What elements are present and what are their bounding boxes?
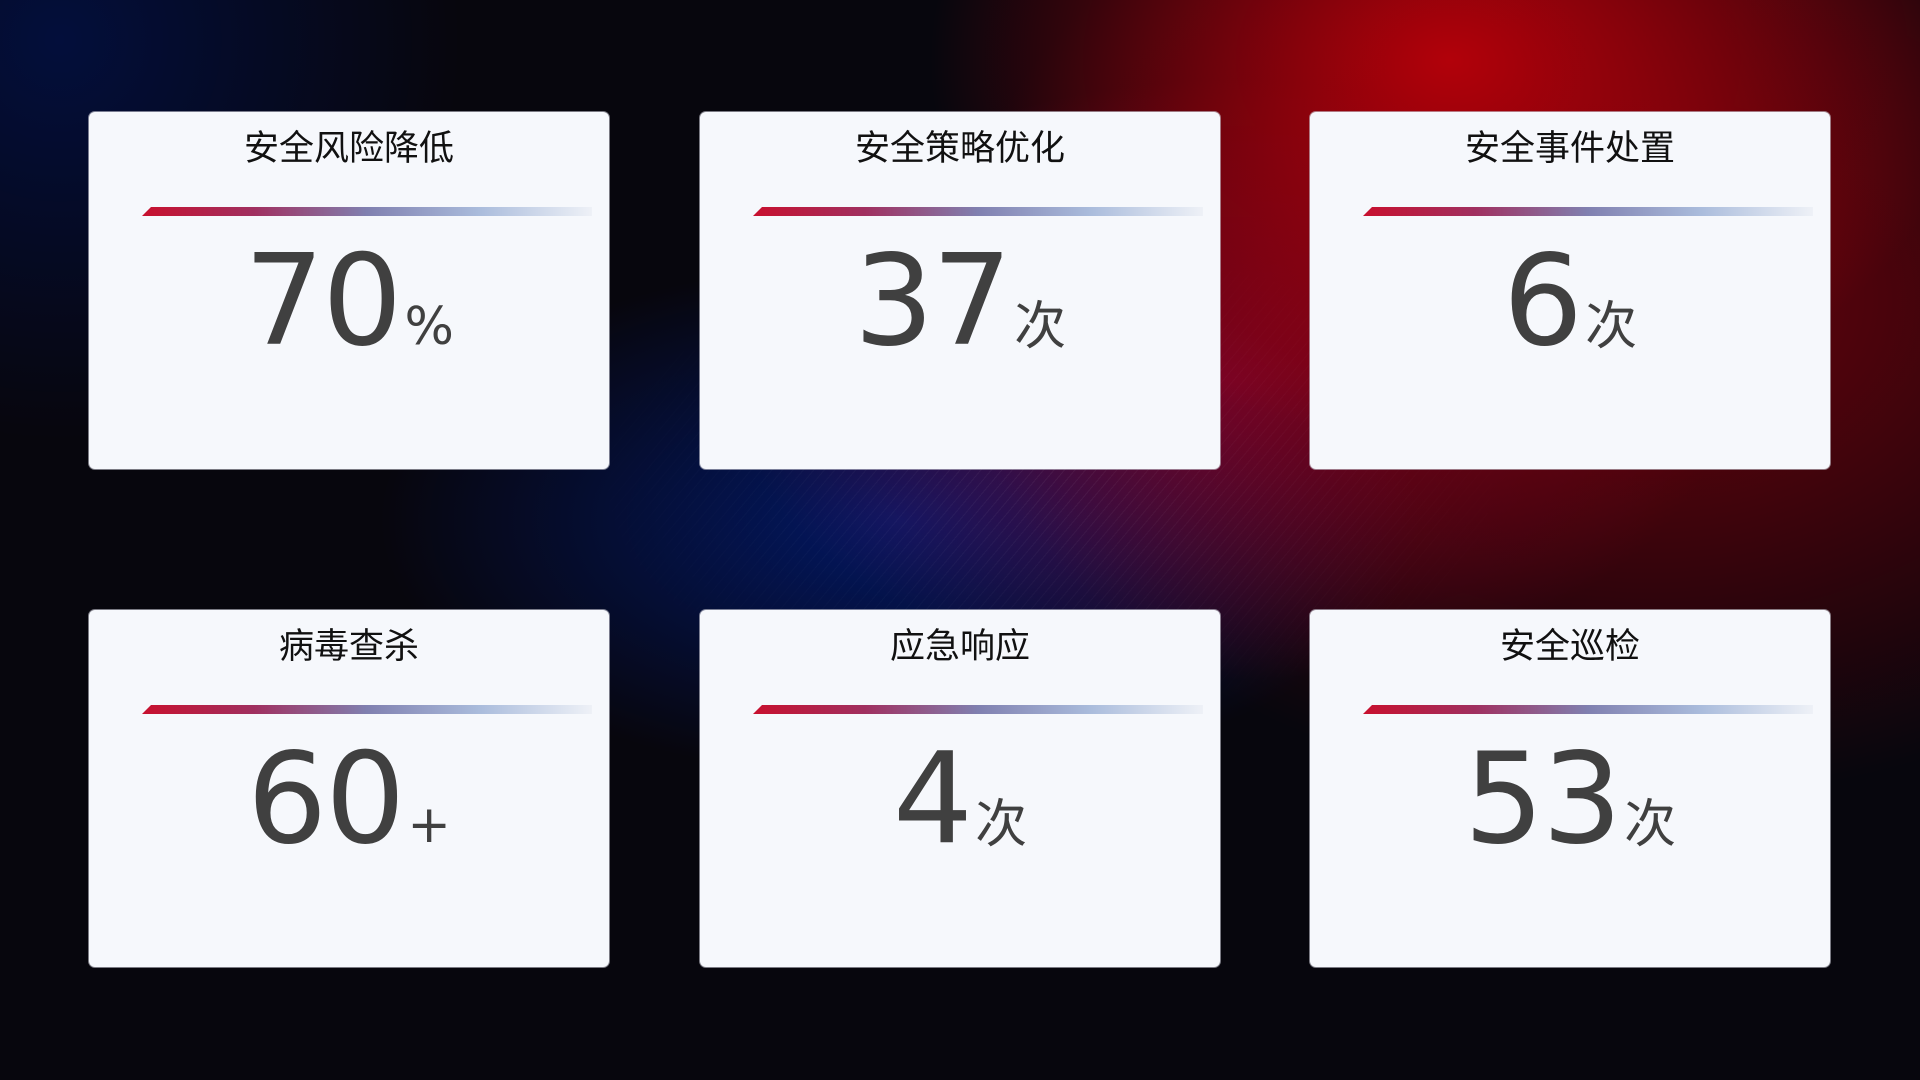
stat-value: 60+ <box>89 725 609 872</box>
stat-unit: 次 <box>1585 297 1638 357</box>
stat-number: 6 <box>1502 227 1583 374</box>
stat-card: 应急响应 4次 <box>700 610 1220 967</box>
stat-value: 37次 <box>700 227 1220 374</box>
stat-card: 病毒查杀 60+ <box>89 610 609 967</box>
stat-value: 6次 <box>1310 227 1830 374</box>
stat-card: 安全策略优化 37次 <box>700 112 1220 469</box>
stat-unit: + <box>407 795 451 855</box>
stat-number: 37 <box>853 227 1012 374</box>
stat-card: 安全风险降低 70% <box>89 112 609 469</box>
stat-value: 70% <box>89 227 609 374</box>
gradient-divider <box>1363 207 1813 216</box>
gradient-divider <box>753 207 1203 216</box>
stat-number: 70 <box>244 227 402 374</box>
stat-unit: % <box>404 297 454 357</box>
gradient-divider <box>1363 705 1813 714</box>
stat-card: 安全巡检 53次 <box>1310 610 1830 967</box>
gradient-divider <box>142 207 592 216</box>
stat-card-title: 安全风险降低 <box>243 129 454 169</box>
stat-number: 4 <box>892 725 973 872</box>
stat-number: 60 <box>247 725 405 872</box>
stat-unit: 次 <box>1624 795 1677 855</box>
stat-card-title: 安全巡检 <box>1499 627 1640 667</box>
stat-unit: 次 <box>1014 297 1067 357</box>
stat-card-title: 应急响应 <box>889 627 1030 667</box>
stat-card: 安全事件处置 6次 <box>1310 112 1830 469</box>
stat-card-title: 安全事件处置 <box>1464 129 1675 169</box>
stat-card-title: 安全策略优化 <box>854 129 1065 169</box>
stat-value: 53次 <box>1310 725 1830 872</box>
stat-unit: 次 <box>975 795 1028 855</box>
gradient-divider <box>142 705 592 714</box>
stat-number: 53 <box>1463 725 1622 872</box>
stat-card-title: 病毒查杀 <box>278 627 419 667</box>
stat-value: 4次 <box>700 725 1220 872</box>
gradient-divider <box>753 705 1203 714</box>
